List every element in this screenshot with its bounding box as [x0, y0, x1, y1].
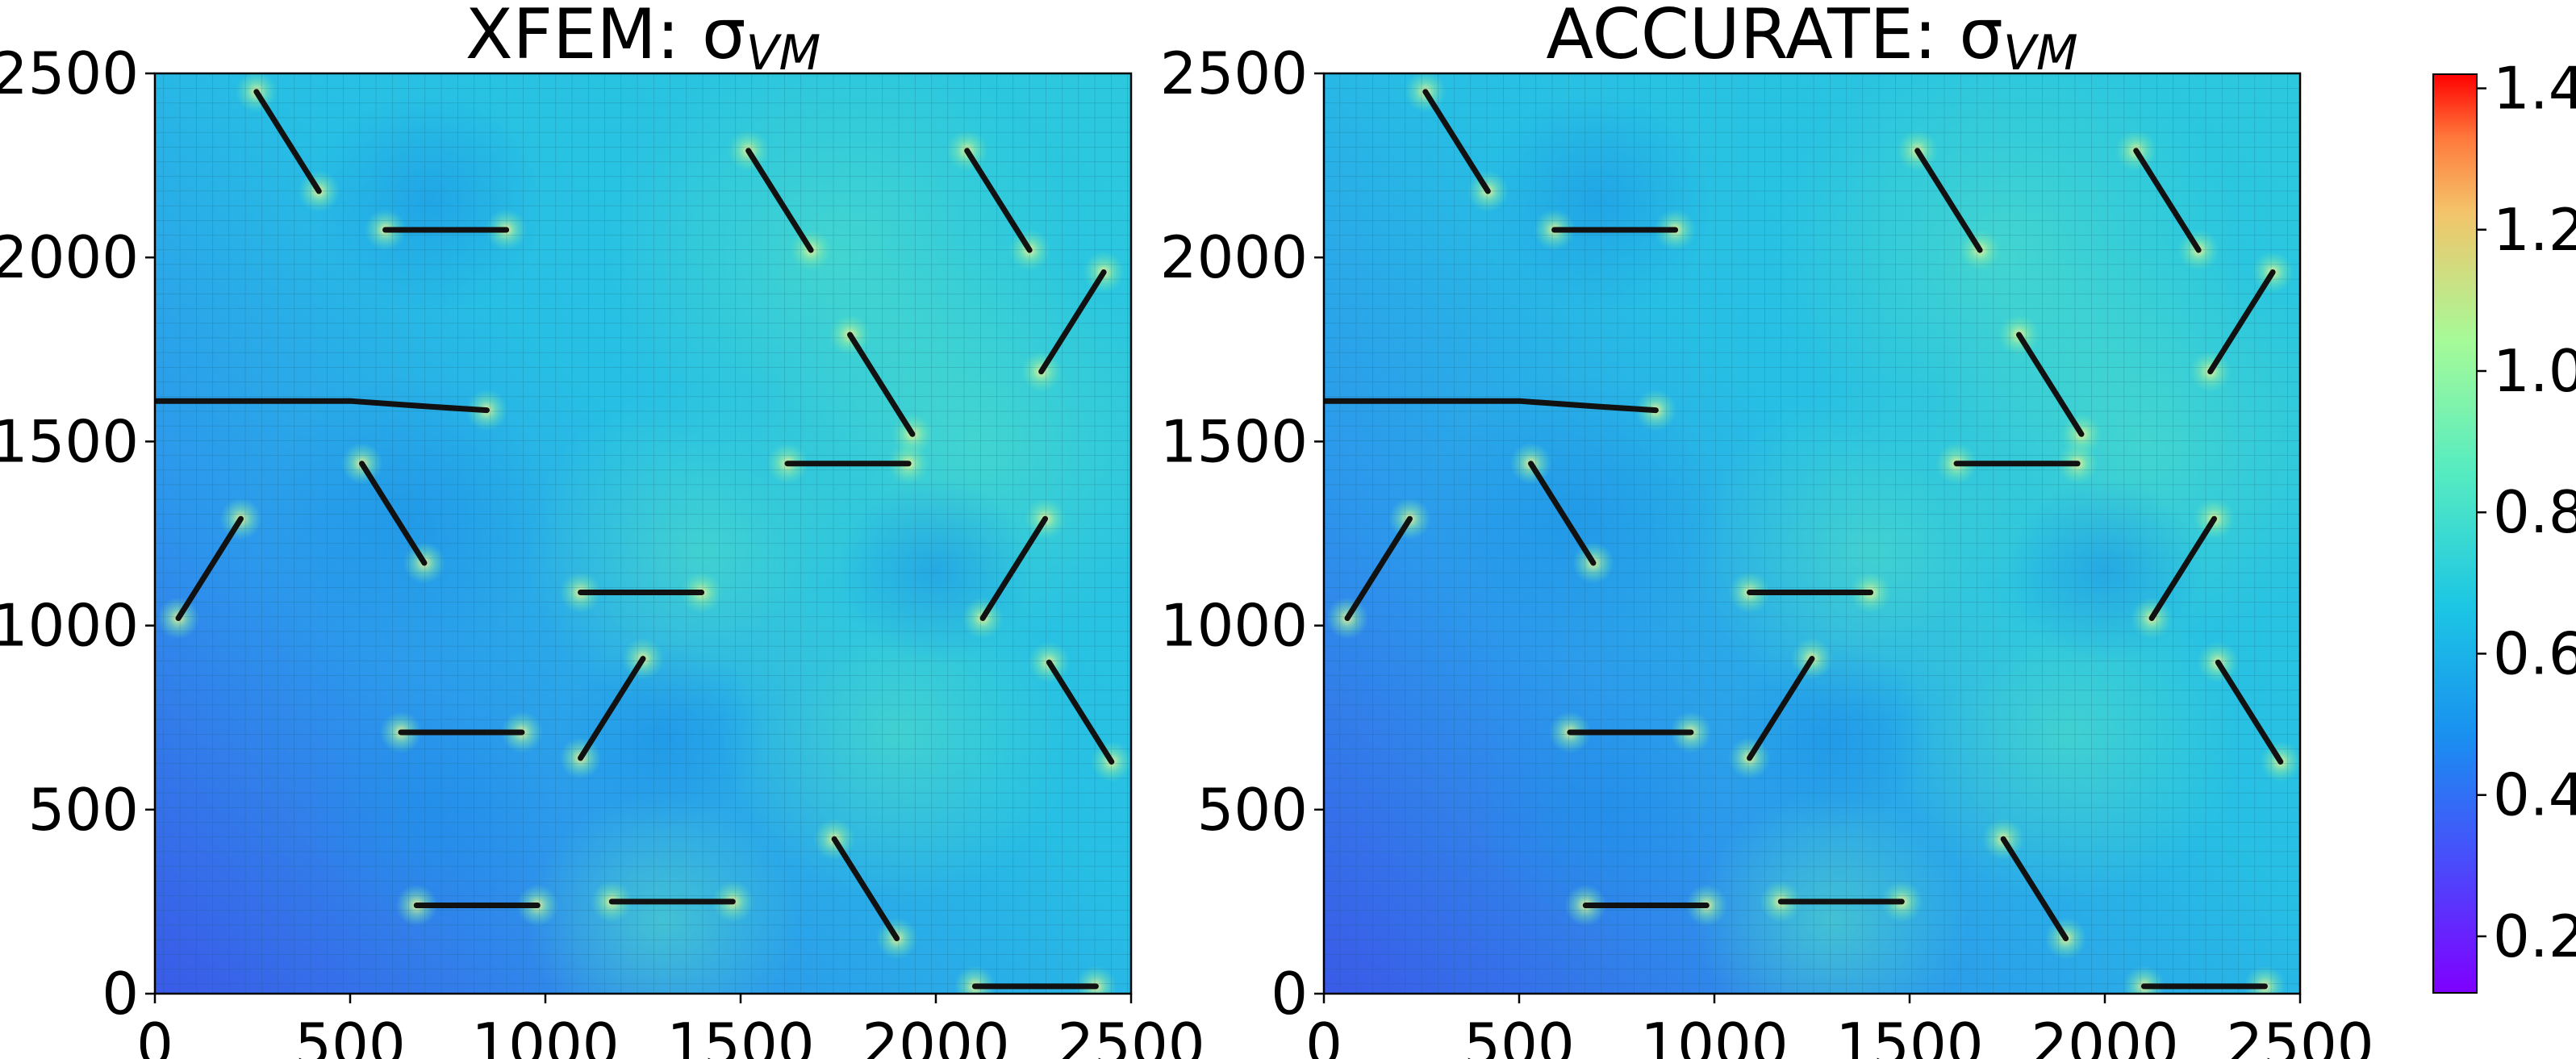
crack-line [979, 515, 1049, 621]
x-tick-label: 1000 [1640, 1011, 1788, 1059]
colorbar-tick-label: 0.8 [2493, 478, 2576, 546]
accurate-stress-field [1324, 73, 2300, 994]
xfem-stress-field [155, 73, 1131, 994]
accurate-panel: 0 500 1000 1500 2000 2500 0 500 1000 1500 2000 2500… [1160, 0, 2374, 1059]
crack-line [2148, 515, 2218, 621]
x-tick-label: 2000 [862, 1011, 1009, 1059]
y-tick-label: 2000 [1160, 223, 1308, 291]
crack-line [1324, 398, 1659, 414]
colorbar-tick-label: 0.6 [2493, 619, 2576, 687]
crack-line [1038, 269, 1107, 375]
crack-line [1344, 515, 1413, 621]
axes-frame [1322, 72, 2302, 995]
x-tick-label: 2500 [1057, 1011, 1204, 1059]
y-tick-label: 500 [28, 776, 139, 844]
xfem-panel: 0 500 1000 1500 2000 2500 0 500 1000 1500 2000 2500… [0, 0, 1205, 1059]
x-tick-label: 0 [136, 1011, 173, 1059]
crack-line [2207, 269, 2276, 375]
xfem-cracks [155, 89, 1115, 990]
y-tick-label: 500 [1197, 776, 1308, 844]
xfem-title: XFEM: σVM [466, 0, 821, 81]
crack-line [359, 461, 428, 566]
x-tick-label: 2000 [2031, 1011, 2178, 1059]
accurate-title: ACCURATE: σVM [1546, 0, 2077, 81]
colorbar-tick-label: 1.4 [2493, 55, 2576, 123]
crack-line [578, 656, 646, 761]
x-tick-label: 2500 [2226, 1011, 2374, 1059]
x-tick-label: 1500 [666, 1011, 814, 1059]
x-tick-label: 1000 [471, 1011, 619, 1059]
crack-line [1528, 461, 1597, 566]
accurate-cracks [1324, 89, 2284, 990]
crack-line [2000, 836, 2069, 942]
mesh-grid [1324, 73, 2300, 994]
y-tick-label: 1000 [0, 592, 139, 660]
x-tick-label: 500 [1463, 1011, 1574, 1059]
crack-line [2133, 148, 2202, 253]
crack-line [745, 148, 814, 253]
y-tick-label: 1500 [1160, 407, 1308, 475]
crack-line [155, 398, 490, 414]
x-tick-label: 500 [294, 1011, 405, 1059]
x-tick-label: 1500 [1835, 1011, 1983, 1059]
crack-line [964, 148, 1033, 253]
colorbar-tick-label: 1.2 [2493, 196, 2576, 264]
y-tick-label: 2000 [0, 223, 139, 291]
mesh-grid [155, 73, 1131, 994]
crack-line [1747, 656, 1815, 761]
y-tick-label: 0 [1271, 960, 1308, 1028]
axes-frame [153, 72, 1133, 995]
y-tick-label: 2500 [1160, 40, 1308, 107]
crack-line [253, 89, 322, 194]
crack-line [831, 836, 900, 942]
crack-line [1046, 659, 1115, 765]
colorbar-gradient [2432, 73, 2478, 994]
y-tick-label: 1000 [1160, 592, 1308, 660]
y-tick-label: 0 [102, 960, 139, 1028]
x-tick-label: 0 [1305, 1011, 1342, 1059]
colorbar-tick-label: 0.2 [2493, 903, 2576, 970]
y-tick-label: 1500 [0, 407, 139, 475]
y-tick-label: 2500 [0, 40, 139, 107]
colorbar: 0.2 0.4 0.6 0.8 1.0 1.2 1.4 [2432, 55, 2576, 994]
colorbar-tick-label: 1.0 [2493, 337, 2576, 405]
crack-line [2016, 331, 2085, 437]
crack-line [175, 515, 244, 621]
crack-line [1422, 89, 1491, 194]
colorbar-tick-label: 0.4 [2493, 761, 2576, 829]
crack-line [847, 331, 916, 437]
crack-line [2215, 659, 2284, 765]
crack-line [1914, 148, 1983, 253]
